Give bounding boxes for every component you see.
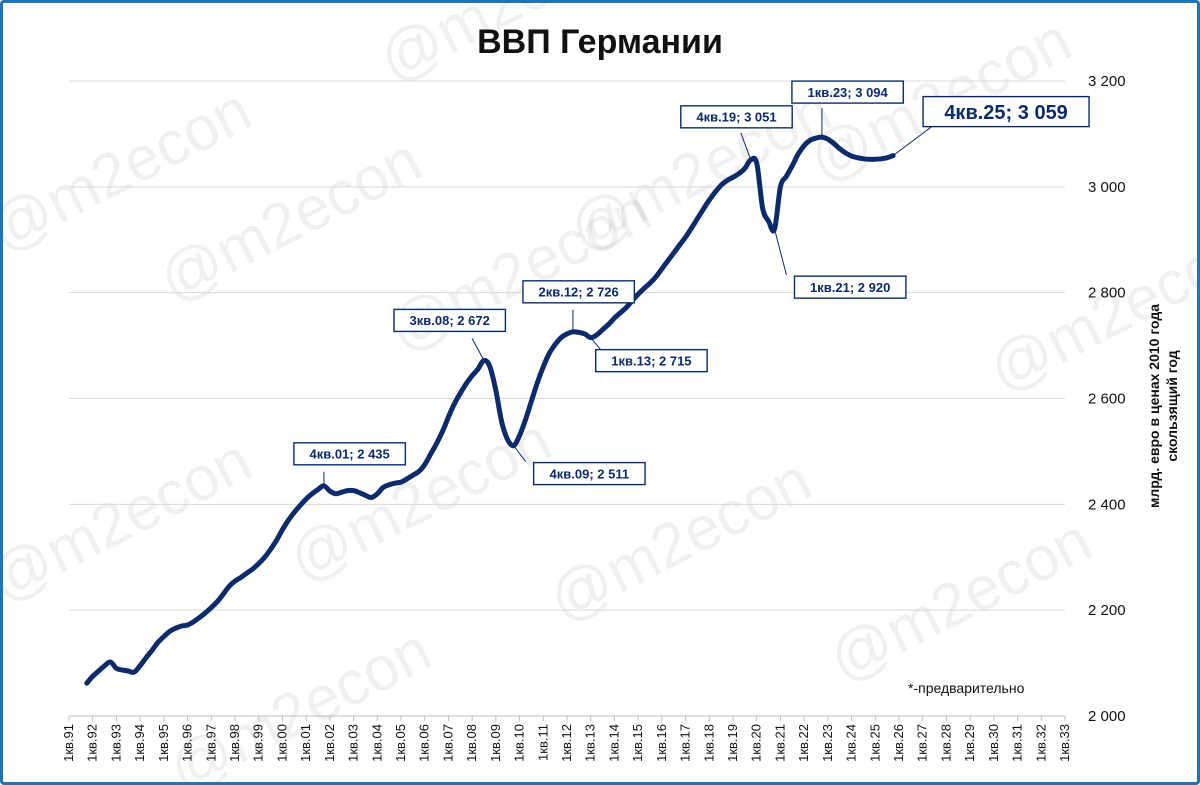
x-tick-label: 1кв.99: [251, 724, 266, 762]
y-tick-label: 2 800: [1088, 285, 1126, 302]
annotation-box: [393, 308, 507, 333]
annotation: 2кв.12; 2 726: [522, 280, 636, 332]
annotation-label: 1кв.23; 3 094: [807, 85, 888, 100]
x-tick-label: 1кв.11: [535, 724, 550, 761]
x-tick-label: 1кв.09: [488, 724, 503, 762]
gdp-series-line: [84, 134, 896, 686]
annotation-box: [293, 442, 407, 466]
x-tick-label: 1кв.18: [701, 724, 716, 762]
x-tick-label: 1кв.10: [512, 724, 527, 762]
gdp-line-chart: @m2econ@m2econ@m2econ@m2econ@m2econ@m2ec…: [3, 3, 1197, 782]
x-tick-label: 1кв.15: [630, 724, 645, 762]
annotation-label: 1кв.13; 2 715: [611, 353, 691, 368]
annotation-label: 4кв.09; 2 511: [550, 466, 630, 481]
x-tick-label: 1кв.27: [915, 724, 930, 762]
y-tick-label: 2 000: [1088, 708, 1126, 725]
x-tick-label: 1кв.32: [1033, 724, 1048, 762]
x-tick-label: 1кв.23: [820, 724, 835, 762]
annotation-label: 4кв.25; 3 059: [944, 102, 1068, 124]
annotation-box: [522, 280, 636, 304]
annotation: 4кв.19; 3 051: [680, 105, 793, 161]
x-tick-label: 1кв.03: [346, 724, 361, 762]
y-axis-label: млрд. евро в ценах 2010 года скользящий …: [1146, 304, 1180, 508]
x-tick-label: 1кв.02: [322, 724, 337, 762]
x-tick-label: 1кв.14: [606, 724, 621, 762]
watermark-text: @m2econ: [558, 75, 842, 265]
y-axis-label-line1: млрд. евро в ценах 2010 года: [1146, 304, 1162, 508]
y-tick-label: 2 200: [1088, 602, 1126, 619]
annotation: 4кв.25; 3 059: [892, 95, 1090, 157]
annotation-leader: [892, 125, 934, 157]
annotation-leader: [740, 132, 752, 161]
annotation-box: [791, 80, 905, 104]
annotation-box: [922, 95, 1090, 128]
x-tick-label: 1кв.94: [132, 724, 147, 762]
x-tick-label: 1кв.13: [583, 724, 598, 762]
x-tick-label: 1кв.20: [749, 724, 764, 762]
watermark-text: @m2econ: [3, 425, 262, 615]
x-tick-label: 1кв.93: [108, 724, 123, 762]
x-tick-label: 1кв.31: [1010, 724, 1025, 762]
x-tick-label: 1кв.95: [156, 724, 171, 762]
annotation: 4кв.09; 2 511: [513, 445, 646, 486]
annotation-label: 4кв.19; 3 051: [696, 110, 776, 125]
x-tick-label: 1кв.05: [393, 724, 408, 762]
annotation-label: 3кв.08; 2 672: [410, 313, 490, 328]
x-tick-label: 1кв.07: [440, 724, 455, 762]
y-axis-ticks: 2 000 2 200 2 400 2 600 2 800 3 000 3 200: [1088, 73, 1126, 725]
annotation-leader: [590, 337, 602, 350]
x-tick-label: 1кв.97: [203, 724, 218, 762]
annotation: 1кв.13; 2 715: [590, 337, 708, 373]
y-tick-label: 3 200: [1088, 73, 1126, 90]
chart-title: ВВП Германии: [477, 23, 723, 61]
annotations-layer: 4кв.01; 2 435 3кв.08; 2 672 4кв.09; 2 511 2…: [293, 80, 1090, 486]
annotation-label: 2кв.12; 2 726: [538, 285, 618, 300]
x-tick-label: 1кв.25: [867, 724, 882, 762]
watermark-text: @m2econ: [818, 505, 1102, 695]
x-tick-label: 1кв.91: [61, 724, 76, 762]
preliminary-note: *-предварительно: [908, 680, 1025, 696]
x-tick-label: 1кв.16: [654, 724, 669, 762]
x-tick-label: 1кв.01: [298, 724, 313, 762]
x-tick-label: 1кв.17: [678, 724, 693, 762]
x-tick-label: 1кв.04: [369, 724, 384, 762]
annotation: 1кв.21; 2 920: [774, 229, 907, 299]
x-tick-label: 1кв.33: [1057, 724, 1072, 762]
y-tick-label: 3 000: [1088, 179, 1126, 196]
annotation-leader: [774, 229, 787, 276]
annotation: 1кв.23; 3 094: [791, 80, 905, 138]
x-tick-label: 1кв.12: [559, 724, 574, 762]
annotation-leader: [513, 445, 527, 462]
y-tick-label: 2 400: [1088, 496, 1126, 513]
x-tick-label: 1кв.21: [772, 724, 787, 762]
annotation: 3кв.08; 2 672: [393, 308, 507, 361]
x-tick-label: 1кв.30: [986, 724, 1001, 762]
x-tick-label: 1кв.22: [796, 724, 811, 762]
x-tick-label: 1кв.24: [844, 724, 859, 762]
x-tick-label: 1кв.06: [417, 724, 432, 762]
annotation-box: [680, 105, 793, 129]
annotation-box: [595, 348, 708, 373]
x-tick-label: 1кв.96: [180, 724, 195, 762]
x-tick-label: 1кв.26: [891, 724, 906, 762]
annotation-leader: [471, 338, 485, 361]
x-tick-label: 1кв.19: [725, 724, 740, 762]
annotation: 4кв.01; 2 435: [293, 442, 407, 486]
x-tick-label: 1кв.28: [938, 724, 953, 762]
x-tick-label: 1кв.92: [85, 724, 100, 762]
x-tick-label: 1кв.98: [227, 724, 242, 762]
x-tick-label: 1кв.08: [464, 724, 479, 762]
annotation-label: 1кв.21; 2 920: [810, 280, 890, 295]
y-tick-label: 2 600: [1088, 391, 1126, 408]
x-axis-ticks: 1кв.91 1кв.92 1кв.93 1кв.94 1кв.95 1кв.96 1кв.…: [61, 716, 1072, 762]
annotation-box: [793, 275, 907, 299]
annotation-label: 4кв.01; 2 435: [309, 446, 389, 461]
x-tick-label: 1кв.00: [274, 724, 289, 762]
x-tick-label: 1кв.29: [962, 724, 977, 762]
y-axis-label-line2: скользящий год: [1164, 350, 1180, 461]
annotation-box: [532, 461, 646, 486]
